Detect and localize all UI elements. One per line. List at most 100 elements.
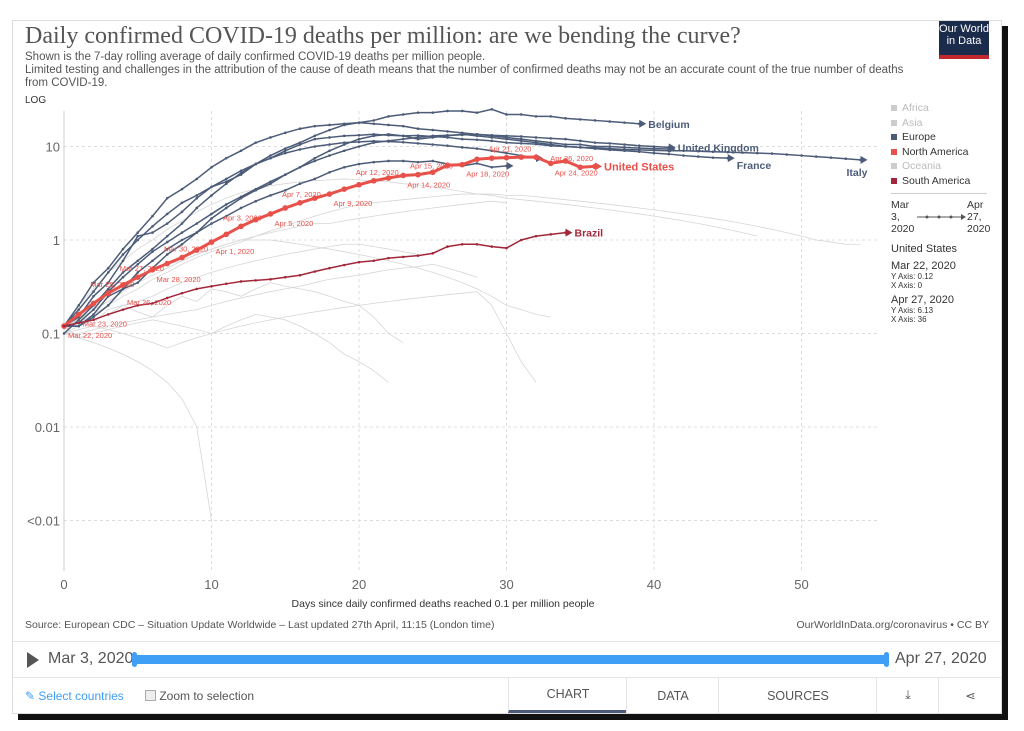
- timeline-slider[interactable]: [135, 655, 887, 664]
- data-point: [578, 143, 582, 146]
- credit-link[interactable]: OurWorldInData.org/coronavirus • CC BY: [796, 619, 989, 631]
- data-point: [151, 214, 154, 218]
- legend-item[interactable]: Europe: [891, 130, 991, 145]
- log-scale-toggle[interactable]: LOG: [25, 95, 47, 106]
- download-button[interactable]: ⤓: [876, 678, 939, 713]
- data-point: [711, 150, 715, 153]
- data-point: [92, 318, 95, 322]
- legend-item[interactable]: North America: [891, 145, 991, 160]
- data-point: [180, 187, 184, 191]
- range-start: Mar 3, 2020: [891, 199, 915, 235]
- data-point: [313, 156, 317, 160]
- data-point: [121, 247, 125, 251]
- data-point: [151, 259, 154, 263]
- legend-swatch: [891, 105, 897, 112]
- data-point: [180, 238, 184, 242]
- data-point: [431, 252, 435, 255]
- data-point: [357, 260, 361, 264]
- chart-subtitle: Shown is the 7-day rolling average of da…: [25, 51, 905, 90]
- data-point: [505, 151, 508, 155]
- zoom-checkbox[interactable]: [145, 690, 156, 701]
- tab-sources[interactable]: SOURCES: [718, 678, 877, 713]
- data-point: [269, 180, 272, 184]
- data-point: [179, 254, 185, 261]
- data-point: [165, 296, 169, 300]
- series-label: Italy: [846, 167, 867, 179]
- data-point: [623, 143, 626, 146]
- data-point: [459, 161, 466, 168]
- data-point: [121, 308, 125, 311]
- share-button[interactable]: ⋖: [938, 678, 1002, 713]
- date-annotation: Mar 30, 2020: [164, 244, 208, 253]
- chart-card: Daily confirmed COVID-19 deaths per mill…: [12, 20, 1002, 714]
- data-point: [62, 324, 66, 328]
- timeline-start-handle[interactable]: [132, 652, 137, 667]
- data-point: [223, 231, 230, 238]
- data-point: [401, 124, 405, 128]
- data-point: [224, 156, 228, 160]
- data-point: [239, 196, 243, 200]
- data-point: [519, 238, 523, 242]
- legend-label: South America: [902, 174, 971, 187]
- legend-item[interactable]: Oceania: [891, 159, 991, 174]
- play-icon[interactable]: [27, 652, 39, 668]
- series-label: United States: [604, 161, 674, 173]
- data-point: [151, 247, 154, 251]
- legend-item[interactable]: Africa: [891, 101, 991, 116]
- data-point: [136, 238, 140, 242]
- date-annotation: Apr 18, 2020: [466, 170, 509, 179]
- other-country-line: [63, 325, 212, 521]
- data-point: [342, 263, 346, 267]
- data-point: [416, 137, 420, 141]
- data-point: [534, 234, 538, 238]
- data-point: [269, 154, 272, 157]
- data-point: [475, 138, 479, 142]
- data-point: [92, 294, 95, 298]
- data-point: [92, 281, 95, 284]
- data-point: [238, 223, 244, 230]
- data-point: [518, 154, 525, 160]
- data-point: [224, 282, 228, 286]
- tab-data[interactable]: DATA: [626, 678, 719, 713]
- timeline-end-handle[interactable]: [884, 652, 889, 667]
- series-line-spain: [63, 121, 669, 327]
- select-countries-link[interactable]: ✎ Select countries: [25, 689, 124, 703]
- data-point: [92, 290, 95, 293]
- arrow-head: [727, 154, 735, 163]
- range-arrow-icon: [915, 199, 967, 235]
- data-point: [239, 280, 243, 283]
- legend-item[interactable]: Asia: [891, 116, 991, 131]
- tab-chart[interactable]: CHART: [508, 678, 627, 713]
- data-point: [652, 145, 656, 148]
- data-point: [357, 133, 361, 137]
- data-point: [519, 139, 523, 143]
- data-point: [667, 152, 671, 156]
- data-point: [444, 162, 451, 169]
- data-point: [313, 145, 317, 148]
- data-point: [401, 159, 405, 163]
- data-point: [313, 270, 317, 273]
- data-point: [564, 143, 567, 146]
- data-point: [416, 142, 420, 145]
- data-point: [224, 177, 228, 181]
- data-point: [416, 254, 420, 257]
- data-point: [283, 131, 287, 135]
- data-point: [298, 148, 302, 151]
- data-point: [224, 214, 228, 218]
- data-point: [254, 189, 258, 192]
- data-point: [92, 308, 95, 311]
- select-countries-label: Select countries: [38, 689, 124, 703]
- legend: Africa Asia Europe North America Oceania Sout…: [891, 101, 991, 324]
- data-point: [431, 159, 435, 163]
- data-point: [121, 259, 125, 263]
- data-point: [593, 119, 597, 122]
- pencil-icon: ✎: [25, 689, 36, 703]
- legend-item[interactable]: South America: [891, 174, 991, 189]
- data-point: [136, 259, 140, 263]
- start-point-x: X Axis: 0: [891, 281, 923, 290]
- zoom-to-selection[interactable]: Zoom to selection: [145, 689, 254, 703]
- owid-logo[interactable]: Our World in Data: [939, 21, 989, 59]
- timeline-start-label: Mar 3, 2020: [48, 650, 134, 667]
- data-point: [136, 234, 140, 238]
- range-end: Apr 27, 2020: [967, 199, 991, 235]
